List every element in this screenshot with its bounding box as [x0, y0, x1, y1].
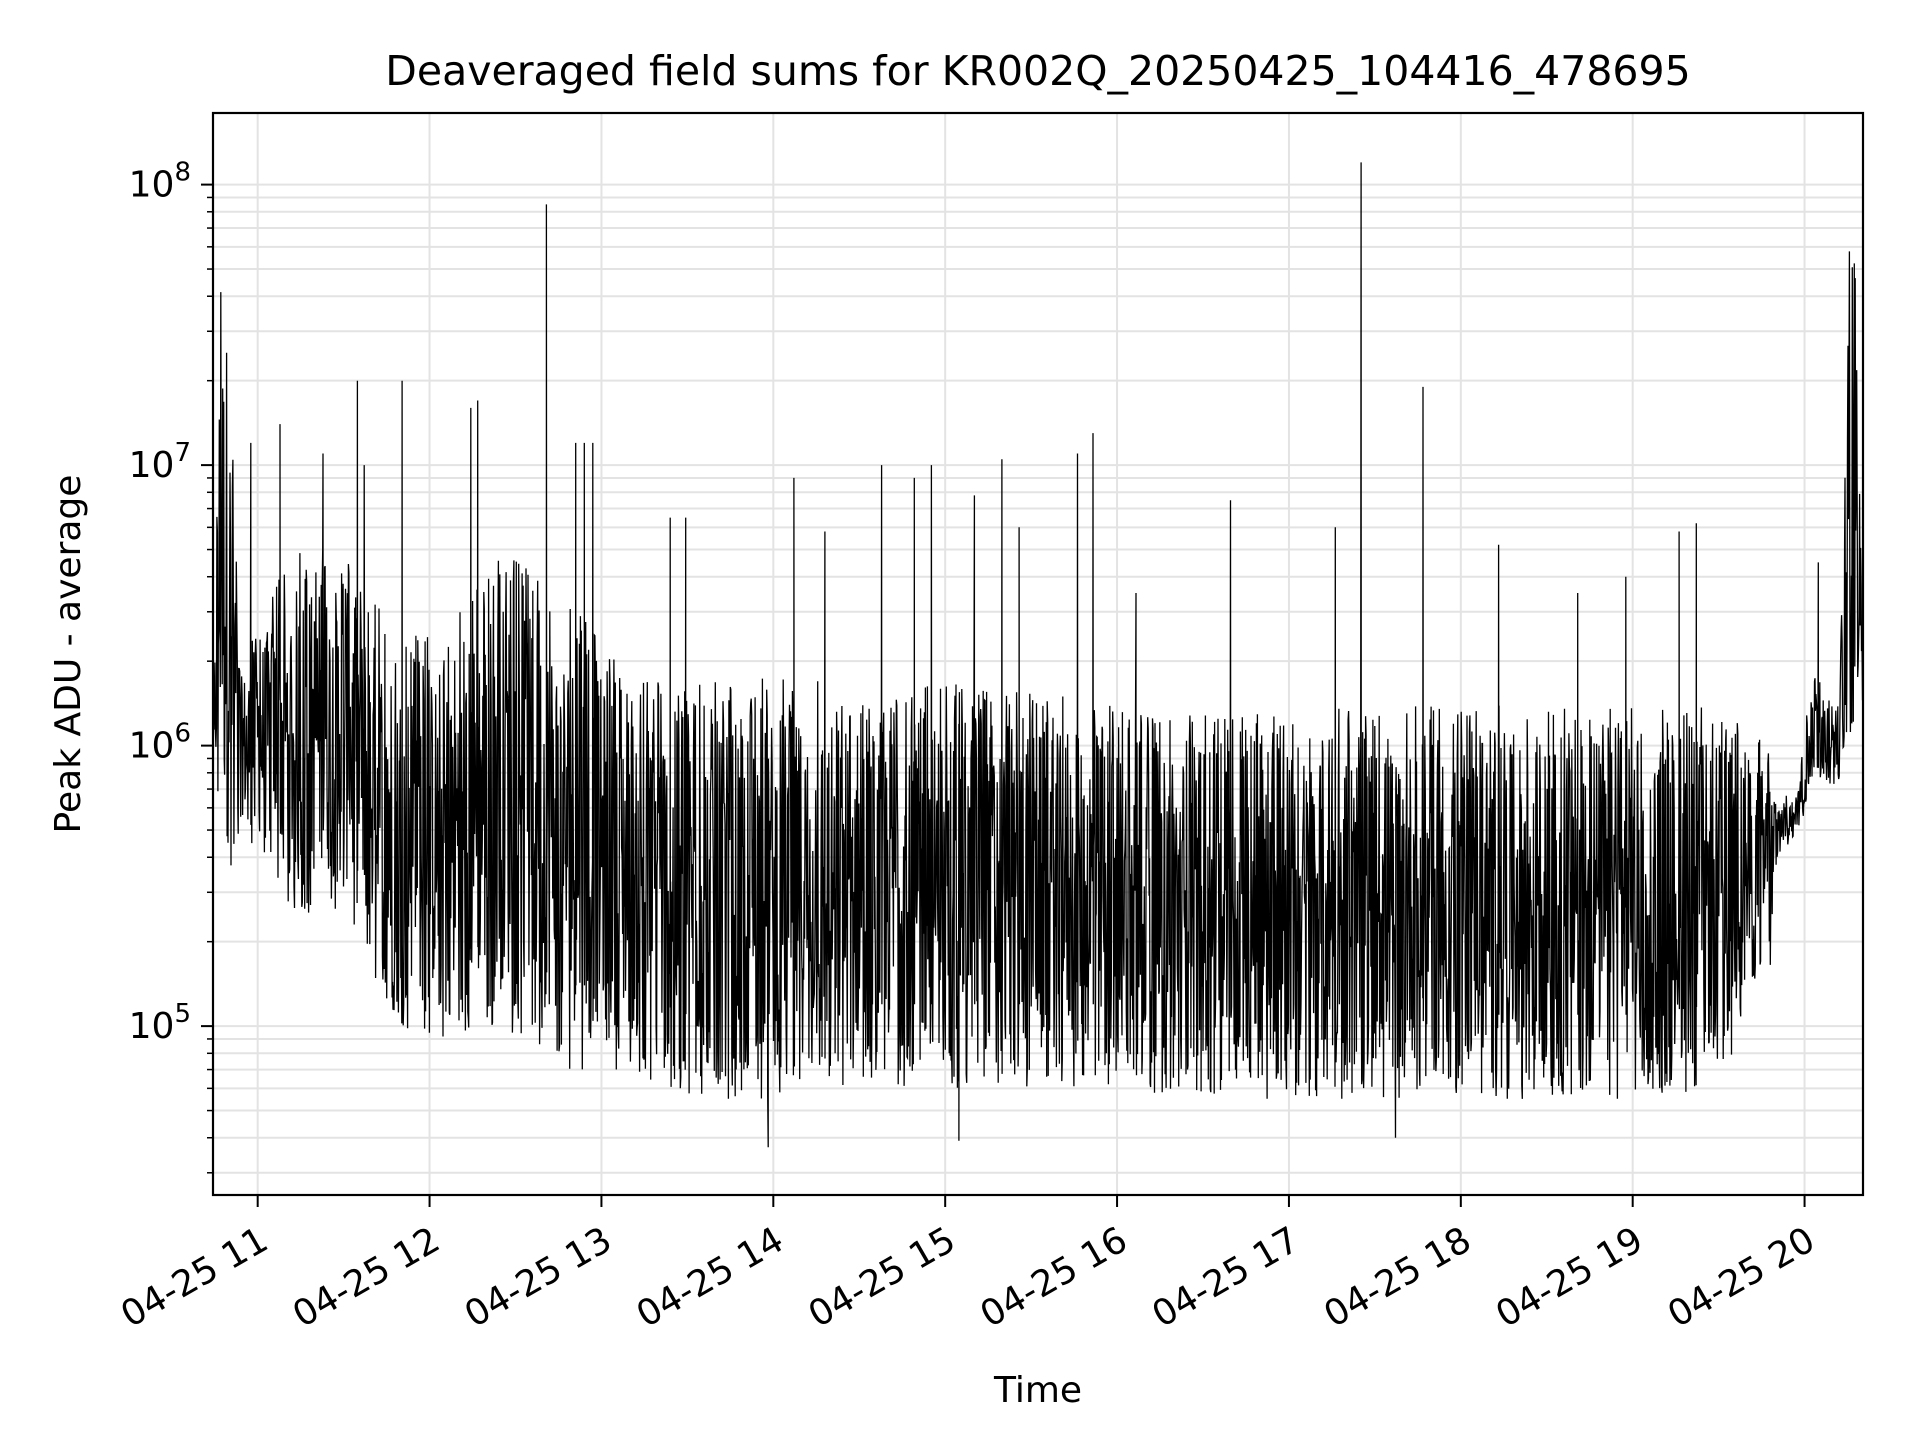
series-line — [212, 162, 1864, 1148]
chart-title: Deaveraged field sums for KR002Q_2025042… — [385, 47, 1690, 95]
y-axis-label: Peak ADU - average — [48, 475, 89, 834]
y-tick-label: 105 — [129, 999, 191, 1047]
plot-frame — [211, 111, 1865, 1197]
y-axis: 105 106 107 108 — [129, 158, 213, 1174]
y-tick-label: 108 — [129, 158, 191, 206]
x-axis-label: Time — [993, 1370, 1082, 1411]
y-tick-label: 106 — [129, 719, 191, 767]
series-group — [212, 162, 1864, 1148]
y-tick-label: 107 — [129, 438, 191, 486]
